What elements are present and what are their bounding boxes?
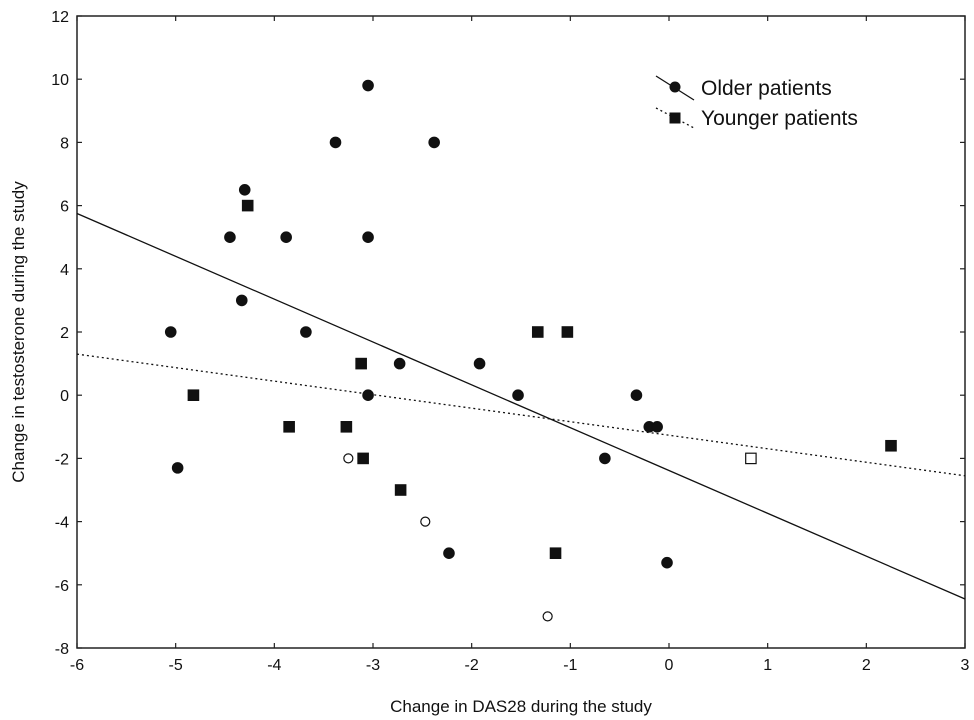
y-tick-label: 4 <box>60 262 69 279</box>
y-tick-label: 10 <box>51 72 69 89</box>
x-tick-label: -4 <box>267 657 281 674</box>
point-younger <box>561 326 574 338</box>
trendlines <box>76 212 966 600</box>
point-younger <box>745 452 757 465</box>
y-tick-label: -8 <box>55 641 69 658</box>
point-older <box>428 136 440 149</box>
x-tick-label: 2 <box>862 657 871 674</box>
point-older <box>420 516 431 527</box>
legend-marker-younger <box>669 112 681 124</box>
y-axis-ticks: -8 -6 -4 -2 0 2 4 6 8 10 12 <box>51 9 965 658</box>
x-tick-label: 1 <box>763 657 772 674</box>
x-tick-label: -1 <box>563 657 577 674</box>
point-older <box>164 326 177 338</box>
x-tick-label: 3 <box>961 657 970 674</box>
point-older <box>280 231 292 243</box>
point-younger <box>340 421 353 433</box>
point-older <box>362 389 374 401</box>
x-axis-ticks: -6 -5 -4 -3 -2 -1 0 1 2 3 <box>70 16 970 674</box>
y-tick-label: 6 <box>60 199 69 216</box>
point-older <box>512 389 524 401</box>
point-younger <box>549 547 562 559</box>
point-older <box>542 611 553 622</box>
point-younger <box>241 199 254 212</box>
point-older <box>362 79 374 92</box>
point-older <box>651 420 663 433</box>
point-younger <box>357 452 369 465</box>
y-tick-label: -2 <box>55 451 69 468</box>
point-older <box>599 452 611 465</box>
point-older <box>224 231 236 243</box>
point-younger <box>531 326 544 338</box>
point-older <box>443 547 455 559</box>
point-older <box>630 389 643 401</box>
point-older <box>171 462 184 474</box>
y-tick-label: 8 <box>60 135 69 152</box>
x-tick-label: 0 <box>665 657 674 674</box>
point-older <box>343 453 354 464</box>
x-tick-label: -6 <box>70 657 84 674</box>
data-points <box>164 79 897 622</box>
point-younger <box>283 421 295 433</box>
x-tick-label: -2 <box>465 657 479 674</box>
y-tick-label: 2 <box>60 325 69 342</box>
y-tick-label: 0 <box>60 388 69 405</box>
point-older <box>362 231 374 243</box>
y-tick-label: -4 <box>55 515 69 532</box>
point-younger <box>187 389 200 401</box>
point-older <box>235 294 248 307</box>
point-older <box>329 136 342 149</box>
legend: Older patients Younger patients <box>655 75 858 130</box>
x-tick-label: -5 <box>169 657 183 674</box>
y-axis-title: Change in testosterone during the study <box>9 181 28 483</box>
legend-marker-older <box>669 81 681 93</box>
point-older <box>238 184 251 196</box>
point-older <box>393 357 406 370</box>
point-older <box>473 357 486 370</box>
x-tick-label: -3 <box>366 657 380 674</box>
point-older <box>300 326 312 338</box>
legend-label-older: Older patients <box>701 77 832 100</box>
point-older <box>661 556 673 569</box>
legend-label-younger: Younger patients <box>701 107 858 130</box>
point-younger <box>885 439 897 452</box>
x-axis-title: Change in DAS28 during the study <box>390 697 652 716</box>
trendline-younger <box>76 353 966 477</box>
point-younger <box>355 357 367 370</box>
y-tick-label: 12 <box>51 9 69 26</box>
y-tick-label: -6 <box>55 578 69 595</box>
point-younger <box>394 484 407 496</box>
trendline-older <box>76 212 966 600</box>
